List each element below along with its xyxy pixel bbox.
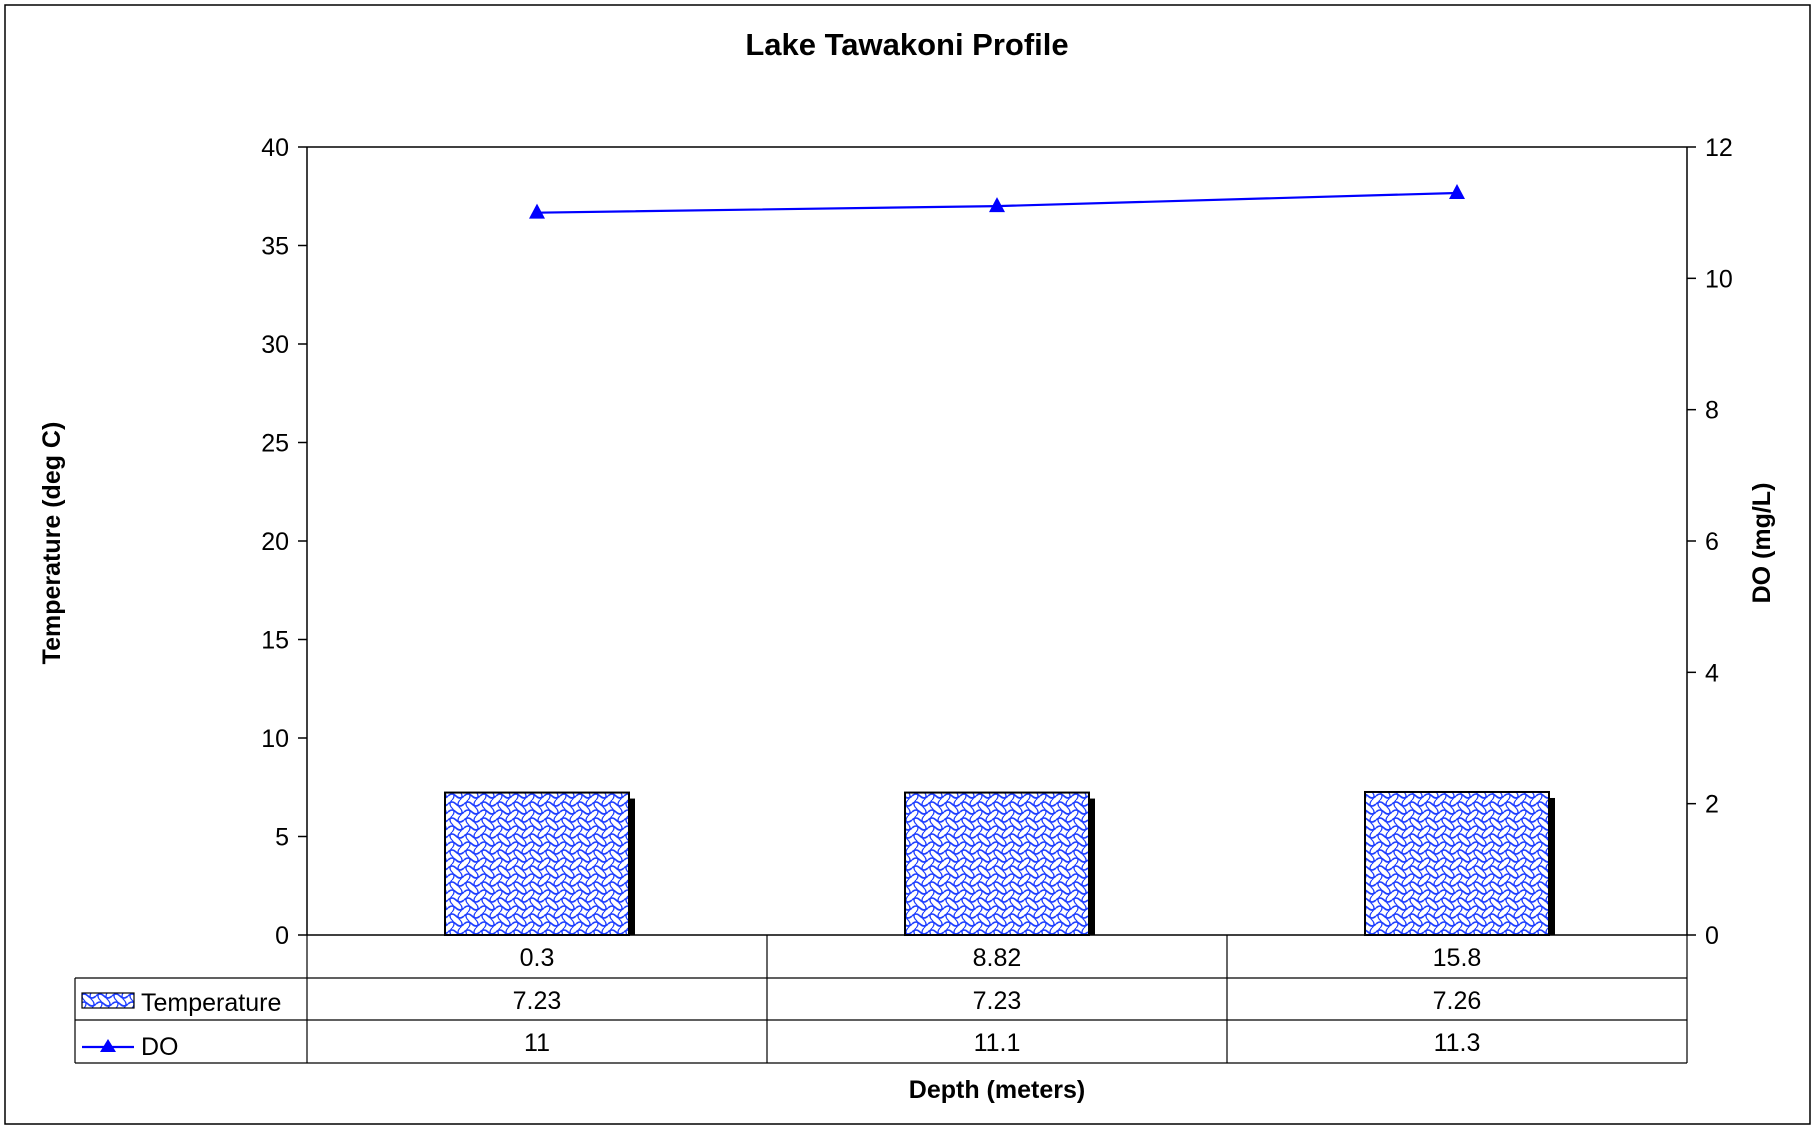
temperature-value-label: 7.23: [513, 987, 562, 1015]
x-axis-title: Depth (meters): [909, 1076, 1085, 1104]
do-point: [529, 203, 545, 219]
left-tick-label: 35: [261, 233, 289, 261]
left-axis-ticks: 0 5 10 15 20 25 30 35 40: [261, 134, 307, 950]
left-tick-label: 10: [261, 725, 289, 753]
do-value-label: 11.3: [1434, 1029, 1481, 1057]
right-tick-label: 0: [1705, 922, 1719, 950]
temperature-value-label: 7.26: [1433, 987, 1482, 1015]
right-tick-label: 2: [1705, 791, 1719, 819]
left-tick-label: 25: [261, 430, 289, 458]
left-tick-label: 0: [275, 922, 289, 950]
do-legend-triangle-icon: [100, 1039, 116, 1052]
right-tick-label: 4: [1705, 659, 1719, 687]
left-tick-label: 40: [261, 134, 289, 162]
line-layer: [529, 183, 1465, 219]
temperature-legend-key: [81, 992, 135, 1009]
bars-layer: [444, 790, 1555, 937]
do-value-label: 11.1: [974, 1029, 1021, 1057]
left-tick-label: 15: [261, 627, 289, 655]
right-tick-label: 10: [1705, 265, 1733, 293]
category-label: 15.8: [1433, 944, 1482, 972]
y-axis-title: Temperature (deg C): [38, 422, 66, 665]
do-point: [1449, 183, 1465, 199]
left-tick-label: 5: [275, 824, 289, 852]
right-tick-label: 8: [1705, 397, 1719, 425]
chart-title: Lake Tawakoni Profile: [745, 27, 1068, 62]
category-label: 0.3: [520, 944, 555, 972]
right-tick-label: 6: [1705, 528, 1719, 556]
table-values: 0.3 7.23 11 8.82 7.23 11.1 15.8 7.26 11.3: [513, 944, 1482, 1057]
right-tick-label: 12: [1705, 134, 1733, 162]
chart-border: [4, 4, 1811, 1125]
temperature-value-label: 7.23: [973, 987, 1022, 1015]
temperature-bar: [444, 791, 630, 936]
right-axis-ticks: 0 2 4 6 8 10 12: [1687, 134, 1733, 950]
left-tick-label: 20: [261, 528, 289, 556]
category-label: 8.82: [973, 944, 1022, 972]
do-legend-label: DO: [141, 1033, 179, 1061]
do-point: [989, 197, 1005, 213]
left-tick-label: 30: [261, 331, 289, 359]
temperature-legend-label: Temperature: [141, 989, 281, 1017]
do-value-label: 11: [524, 1029, 550, 1057]
y2-axis-title: DO (mg/L): [1748, 483, 1776, 604]
data-table: Temperature DO: [74, 935, 1688, 1064]
temperature-bar: [1364, 790, 1550, 937]
temperature-bar: [904, 791, 1090, 936]
